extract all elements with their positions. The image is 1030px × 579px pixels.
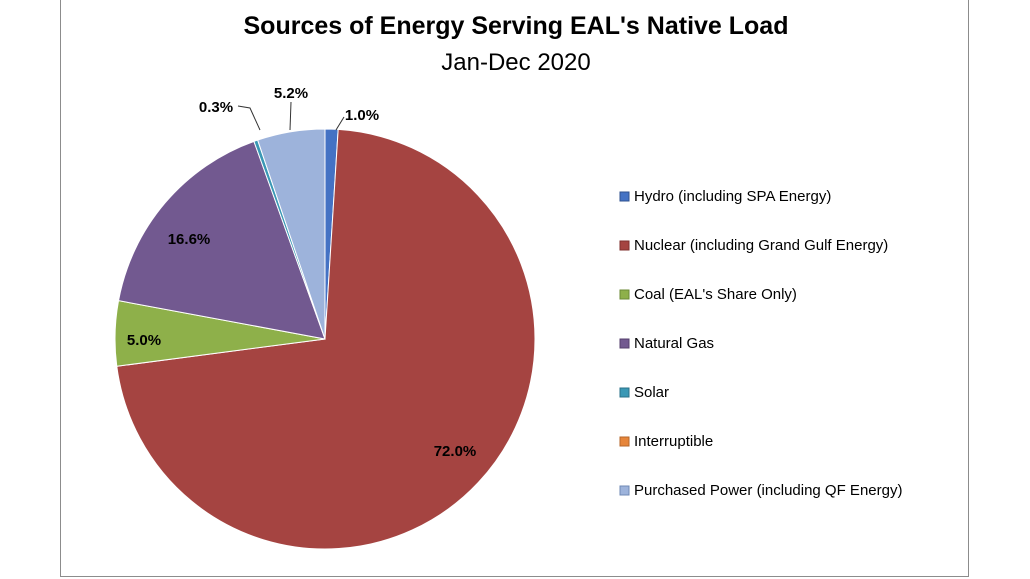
data-label-coal-eal-s-share-only: 5.0% [127, 332, 161, 349]
leader-line-solar [237, 105, 261, 131]
legend-swatch [619, 338, 630, 349]
legend-swatch [619, 289, 630, 300]
legend-swatch [619, 240, 630, 251]
pie-slice-nuclear-including-grand-gulf-energy [116, 128, 536, 550]
legend-label: Interruptible [634, 433, 713, 450]
data-label-nuclear-including-grand-gulf-energy: 72.0% [434, 443, 477, 460]
pie-slices [114, 128, 536, 550]
legend-item-nuclear-including-grand-gulf-energy: Nuclear (including Grand Gulf Energy) [619, 237, 888, 254]
leader-line-hydro-including-spa-energy [335, 116, 345, 131]
legend-item-interruptible: Interruptible [619, 433, 713, 450]
legend-item-hydro-including-spa-energy: Hydro (including SPA Energy) [619, 188, 831, 205]
data-labels: 1.0% 72.0% 5.0% 16.6% 0.3% 5.2% [127, 85, 476, 460]
chart-subtitle: Jan-Dec 2020 [441, 49, 590, 76]
data-label-natural-gas: 16.6% [168, 231, 211, 248]
legend-label: Nuclear (including Grand Gulf Energy) [634, 237, 888, 254]
legend: Hydro (including SPA Energy) Nuclear (inc… [619, 188, 902, 499]
chart-frame [60, 0, 969, 577]
legend-label: Purchased Power (including QF Energy) [634, 482, 902, 499]
pie-slice-natural-gas [117, 140, 326, 340]
legend-label: Natural Gas [634, 335, 714, 352]
legend-item-solar: Solar [619, 384, 669, 401]
legend-item-natural-gas: Natural Gas [619, 335, 714, 352]
legend-swatch [619, 191, 630, 202]
data-label-hydro-including-spa-energy: 1.0% [345, 107, 379, 124]
legend-label: Hydro (including SPA Energy) [634, 188, 831, 205]
legend-item-coal-eal-s-share-only: Coal (EAL's Share Only) [619, 286, 797, 303]
chart-title: Sources of Energy Serving EAL's Native L… [244, 12, 789, 40]
data-label-purchased-power-including-qf-energy: 5.2% [274, 85, 308, 102]
pie-slice-purchased-power-including-qf-energy [257, 128, 326, 340]
legend-item-purchased-power-including-qf-energy: Purchased Power (including QF Energy) [619, 482, 902, 499]
data-label-solar: 0.3% [199, 99, 233, 116]
leader-lines [237, 101, 345, 131]
legend-label: Coal (EAL's Share Only) [634, 286, 797, 303]
legend-swatch [619, 485, 630, 496]
legend-swatch [619, 436, 630, 447]
legend-label: Solar [634, 384, 669, 401]
leader-line-purchased-power-including-qf-energy [289, 101, 292, 131]
legend-swatch [619, 387, 630, 398]
